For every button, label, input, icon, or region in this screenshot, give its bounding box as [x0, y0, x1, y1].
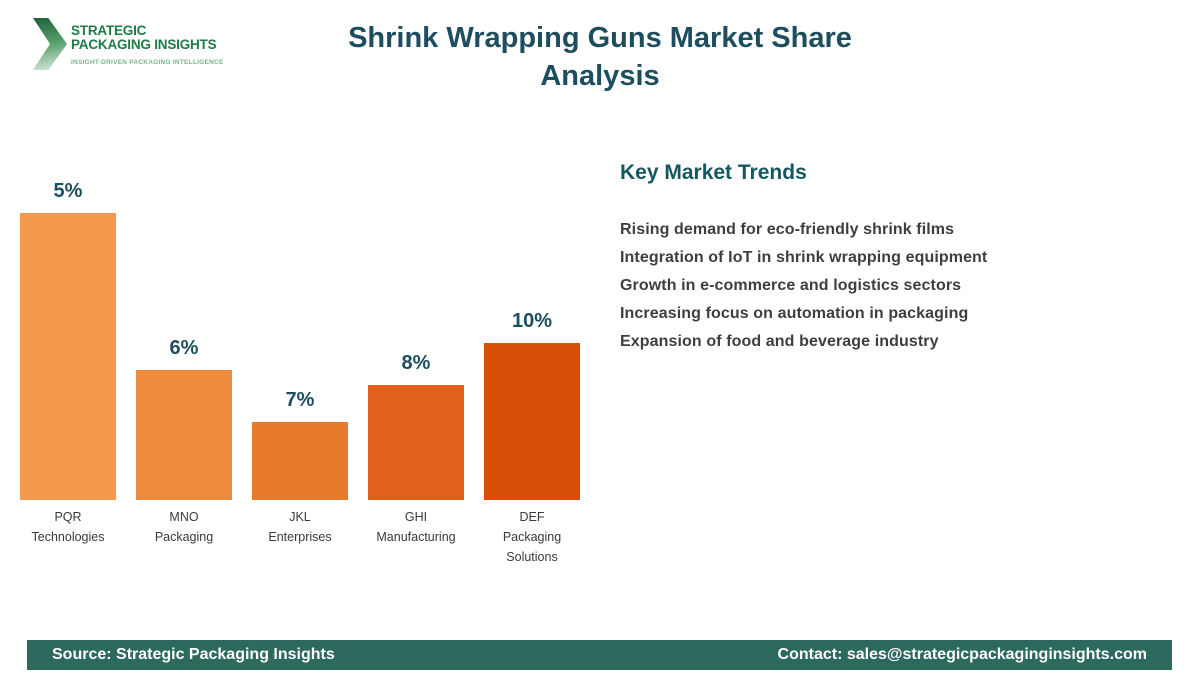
bar-category-line: GHI — [404, 510, 428, 524]
logo-text: STRATEGIC PACKAGING INSIGHTS INSIGHT-DRI… — [71, 23, 224, 67]
trend-item: Increasing focus on automation in packag… — [620, 305, 969, 322]
bar-mno-packaging: 6% MNO Packaging — [136, 337, 232, 544]
logo-name-line1: STRATEGIC — [71, 23, 147, 38]
bar-category-line: Solutions — [506, 550, 558, 564]
trends-list: Rising demand for eco-friendly shrink fi… — [620, 216, 1180, 356]
bar-category-line: Technologies — [31, 530, 105, 544]
bar-category-line: Manufacturing — [376, 530, 456, 544]
bar-value-label: 10% — [511, 310, 553, 332]
bar-jkl-enterprises: 7% JKL Enterprises — [252, 389, 348, 544]
bar-category-line: Packaging — [502, 530, 562, 544]
trend-item: Growth in e-commerce and logistics secto… — [620, 277, 962, 294]
footer-bar: Source: Strategic Packaging Insights Con… — [27, 640, 1172, 670]
bar-category-label: PQR Technologies — [8, 507, 128, 547]
trend-item: Integration of IoT in shrink wrapping eq… — [620, 249, 988, 266]
bar-value-label: 6% — [169, 337, 199, 359]
bar-chart: 5% PQR Technologies 6% MNO Packaging 7% … — [20, 180, 580, 564]
bar-def-packaging-solutions: 10% DEF Packaging Solutions — [484, 310, 580, 564]
footer-source: Source: Strategic Packaging Insights — [52, 646, 335, 663]
bar-category-label: GHI Manufacturing — [356, 507, 476, 547]
logo-name-line2: PACKAGING INSIGHTS — [71, 37, 217, 52]
bar-category-line: Enterprises — [268, 530, 332, 544]
page-title-line1: Shrink Wrapping Guns Market Share — [348, 22, 852, 54]
bar-pqr-technologies: 5% PQR Technologies — [20, 180, 116, 544]
bar-value-label: 8% — [401, 352, 431, 374]
bar-ghi-manufacturing: 8% GHI Manufacturing — [368, 352, 464, 544]
bar-category-line: Packaging — [154, 530, 214, 544]
page-title: Shrink Wrapping Guns Market Share Analysi… — [0, 19, 1200, 95]
bar-category-line: PQR — [54, 510, 82, 524]
bar-value-label: 5% — [53, 180, 83, 202]
bar-category-line: DEF — [519, 510, 545, 524]
bar-category-line: MNO — [169, 510, 199, 524]
trends-title: Key Market Trends — [620, 161, 807, 184]
bar-value-label: 7% — [285, 389, 315, 411]
page-title-line2: Analysis — [540, 60, 660, 92]
bar-category-line: JKL — [289, 510, 311, 524]
logo-tagline: INSIGHT-DRIVEN PACKAGING INTELLIGENCE — [71, 59, 224, 66]
key-market-trends-panel: Key Market Trends Rising demand for eco-… — [620, 161, 1180, 356]
bar-category-label: JKL Enterprises — [240, 507, 360, 547]
trend-item: Expansion of food and beverage industry — [620, 333, 939, 350]
trend-item: Rising demand for eco-friendly shrink fi… — [620, 221, 955, 238]
footer-contact: Contact: sales@strategicpackaginginsight… — [777, 646, 1147, 663]
bar-category-label: MNO Packaging — [124, 507, 244, 547]
logo: STRATEGIC PACKAGING INSIGHTS INSIGHT-DRI… — [33, 16, 233, 74]
bar-category-label: DEF Packaging Solutions — [472, 507, 592, 567]
